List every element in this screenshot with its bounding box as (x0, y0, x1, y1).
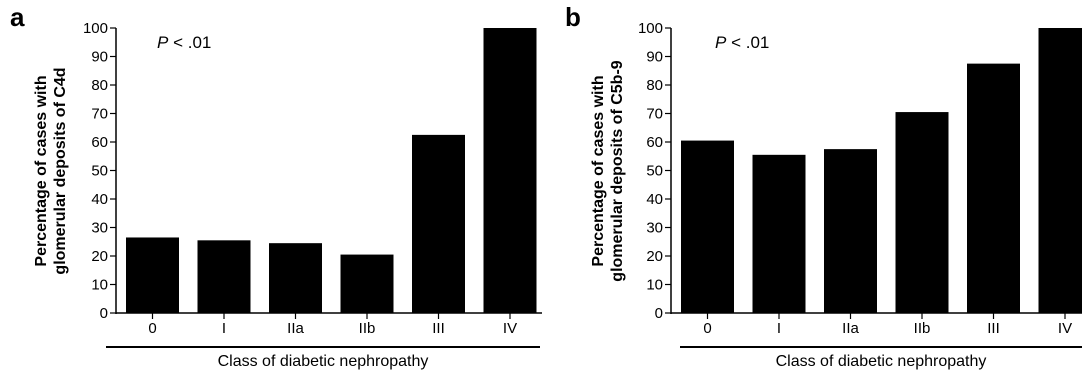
x-tick-label: IV (503, 320, 517, 337)
chart-panel-b: b P < .01 0 10 20 30 40 50 60 70 80 90 100 0 I IIa IIb II… (565, 2, 1082, 370)
y-tick-label: 10 (646, 277, 663, 294)
bar-0 (126, 237, 179, 313)
bar-IIb (340, 254, 394, 313)
p-value-annotation: P < .01 (157, 33, 211, 52)
y-tick-label: 40 (646, 191, 663, 208)
p-value-annotation: P < .01 (715, 33, 769, 52)
chart-panel-a: a P < .01 0 10 20 30 40 50 60 70 80 90 100 0 I IIa IIb II… (10, 2, 542, 370)
y-tick-label: 0 (100, 305, 108, 322)
bar-III (967, 63, 1020, 313)
x-tick-label: IIb (914, 320, 931, 337)
y-tick-label: 30 (91, 220, 108, 237)
x-axis-title: Class of diabetic nephropathy (218, 353, 429, 370)
x-tick-label: IIa (842, 320, 859, 337)
panel-letter: a (10, 2, 25, 32)
bar-IV (483, 28, 537, 313)
bar-IIa (269, 243, 322, 313)
y-tick-label: 90 (646, 49, 663, 66)
bar-IIb (895, 112, 949, 313)
bar-I (752, 154, 806, 313)
x-tick-label: I (222, 320, 226, 337)
y-tick-label: 90 (91, 49, 108, 66)
x-tick-label: IV (1058, 320, 1072, 337)
y-tick-label: 40 (91, 191, 108, 208)
y-tick-label: 20 (646, 248, 663, 265)
bar-IIa (824, 149, 877, 313)
y-tick-label: 100 (83, 20, 108, 37)
y-tick-label: 80 (646, 77, 663, 94)
y-tick-label: 70 (91, 106, 108, 123)
x-tick-label: III (987, 320, 1000, 337)
y-tick-label: 60 (646, 134, 663, 151)
panel-letter: b (565, 2, 581, 32)
y-tick-label: 50 (91, 163, 108, 180)
x-tick-label: 0 (703, 320, 711, 337)
x-axis-title: Class of diabetic nephropathy (776, 353, 987, 370)
y-tick-label: 80 (91, 77, 108, 94)
bar-IV (1038, 28, 1082, 313)
y-axis-title: Percentage of cases with glomerular depos… (590, 60, 626, 281)
x-tick-label: III (432, 320, 445, 337)
y-tick-label: 30 (646, 220, 663, 237)
bar-0 (681, 140, 734, 313)
x-tick-label: IIa (287, 320, 304, 337)
y-tick-label: 60 (91, 134, 108, 151)
y-tick-label: 0 (655, 305, 663, 322)
x-tick-label: IIb (359, 320, 376, 337)
x-tick-label: 0 (148, 320, 156, 337)
x-tick-label: I (777, 320, 781, 337)
bar-III (412, 134, 465, 313)
bar-I (197, 240, 251, 313)
y-axis-title: Percentage of cases with glomerular depos… (33, 67, 69, 274)
y-tick-label: 50 (646, 163, 663, 180)
y-tick-label: 70 (646, 106, 663, 123)
y-tick-label: 100 (638, 20, 663, 37)
y-tick-label: 20 (91, 248, 108, 265)
y-tick-label: 10 (91, 277, 108, 294)
